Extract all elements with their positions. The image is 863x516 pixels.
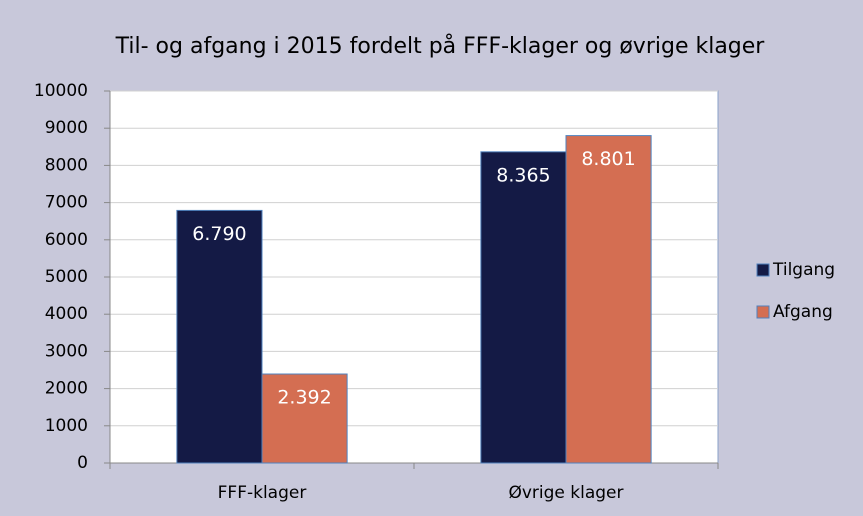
y-tick-label: 6000: [45, 230, 88, 250]
y-tick-label: 0: [77, 453, 88, 473]
y-tick-label: 8000: [45, 155, 88, 175]
y-tick-label: 10000: [34, 81, 88, 101]
y-tick-label: 3000: [45, 341, 88, 361]
bar: [261, 373, 348, 464]
legend-label: Tilgang: [772, 260, 835, 280]
y-tick-label: 5000: [45, 267, 88, 287]
y-tick-label: 2000: [45, 379, 88, 399]
bar: [480, 151, 567, 464]
chart-title: Til- og afgang i 2015 fordelt på FFF-kla…: [115, 33, 766, 59]
y-tick-label: 9000: [45, 118, 88, 138]
legend-swatch: [756, 305, 770, 319]
bar: [176, 209, 263, 464]
x-tick-label: FFF-klager: [218, 483, 307, 503]
y-tick-label: 1000: [45, 416, 88, 436]
legend-swatch: [756, 263, 770, 277]
value-label: 8.365: [496, 164, 550, 186]
bar: [565, 135, 652, 464]
y-tick-label: 4000: [45, 304, 88, 324]
value-label: 8.801: [581, 148, 635, 170]
x-tick-label: Øvrige klager: [508, 483, 623, 503]
value-label: 2.392: [277, 387, 331, 409]
value-label: 6.790: [192, 223, 246, 245]
legend-label: Afgang: [773, 302, 833, 322]
y-tick-label: 7000: [45, 193, 88, 213]
